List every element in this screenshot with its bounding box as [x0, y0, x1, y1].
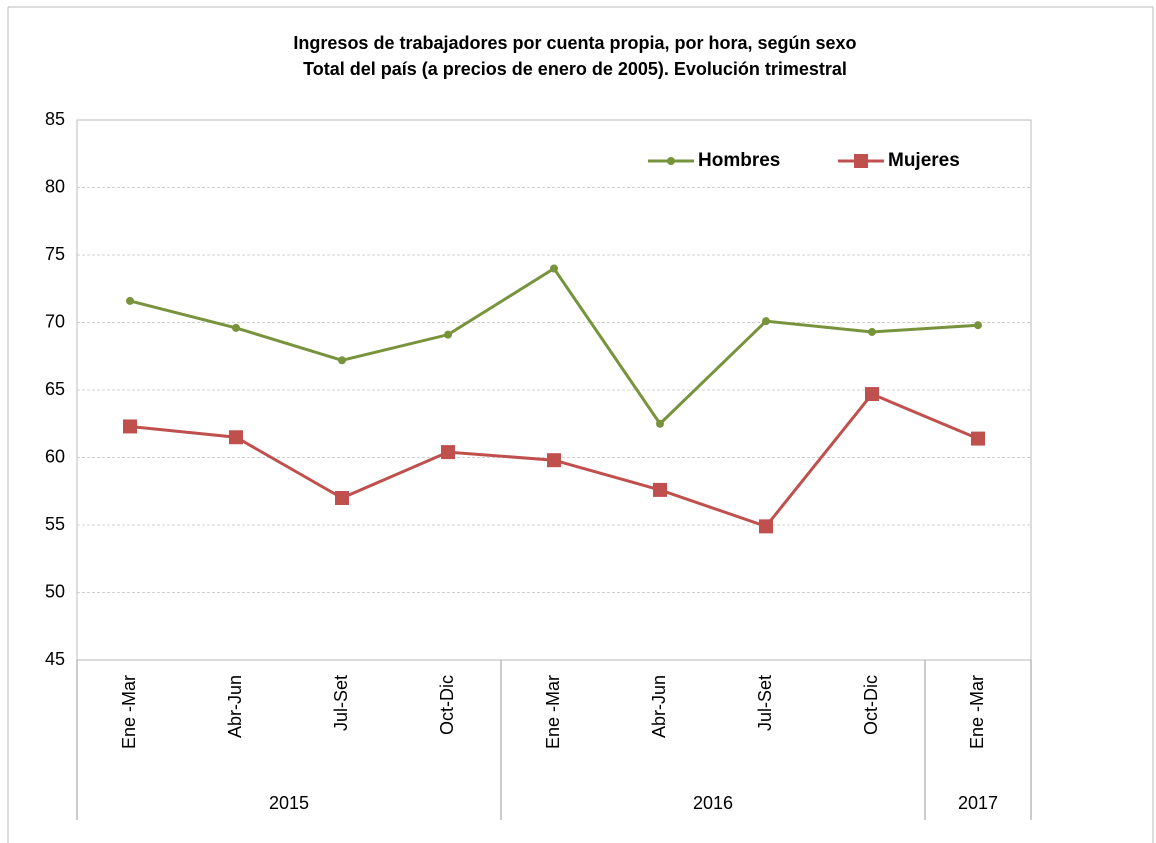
- series-line: [129, 266, 979, 427]
- x-tick-label: Abr-Jun: [649, 675, 669, 738]
- legend-marker: [854, 154, 868, 168]
- point: [123, 419, 137, 434]
- point: [444, 330, 452, 339]
- group-label: 2016: [693, 793, 733, 813]
- x-tick-label: Oct-Dic: [437, 675, 457, 735]
- point: [547, 453, 561, 468]
- point: [335, 491, 349, 505]
- point: [441, 445, 455, 460]
- x-tick-label: Ene -Mar: [119, 675, 139, 749]
- x-tick-label: Ene -Mar: [543, 675, 563, 749]
- y-tick-label: 60: [45, 446, 65, 466]
- y-tick-label: 45: [45, 649, 65, 669]
- x-tick-label: Oct-Dic: [861, 675, 881, 735]
- point: [868, 327, 876, 336]
- y-tick-label: 75: [45, 244, 65, 264]
- point: [653, 482, 667, 497]
- point: [971, 431, 985, 446]
- y-tick-label: 65: [45, 379, 65, 399]
- y-tick-label: 50: [45, 581, 65, 601]
- point: [338, 356, 346, 365]
- x-tick-label: Abr-Jun: [225, 675, 245, 738]
- x-tick-label: Jul-Set: [755, 675, 775, 731]
- legend-label: Mujeres: [888, 150, 960, 171]
- point: [232, 323, 240, 332]
- point: [229, 430, 243, 445]
- point: [126, 296, 134, 305]
- y-tick-label: 85: [45, 109, 65, 129]
- x-tick-label: Ene -Mar: [967, 675, 987, 749]
- point: [656, 419, 664, 428]
- plot-border: [76, 119, 1032, 661]
- point: [762, 317, 770, 326]
- legend-label: Hombres: [698, 150, 780, 171]
- chart-title: Ingresos de trabajadores por cuenta prop…: [293, 33, 856, 53]
- y-tick-label: 55: [45, 514, 65, 534]
- x-tick-label: Jul-Set: [331, 675, 351, 731]
- y-tick-label: 80: [45, 176, 65, 196]
- point: [550, 264, 558, 273]
- y-tick-label: 70: [45, 311, 65, 331]
- legend-marker: [667, 157, 675, 165]
- chart-subtitle: Total del país (a precios de enero de 20…: [303, 59, 847, 79]
- point: [865, 387, 879, 402]
- group-label: 2015: [269, 793, 309, 813]
- group-label: 2017: [958, 793, 998, 813]
- point: [974, 321, 982, 330]
- point: [759, 519, 773, 534]
